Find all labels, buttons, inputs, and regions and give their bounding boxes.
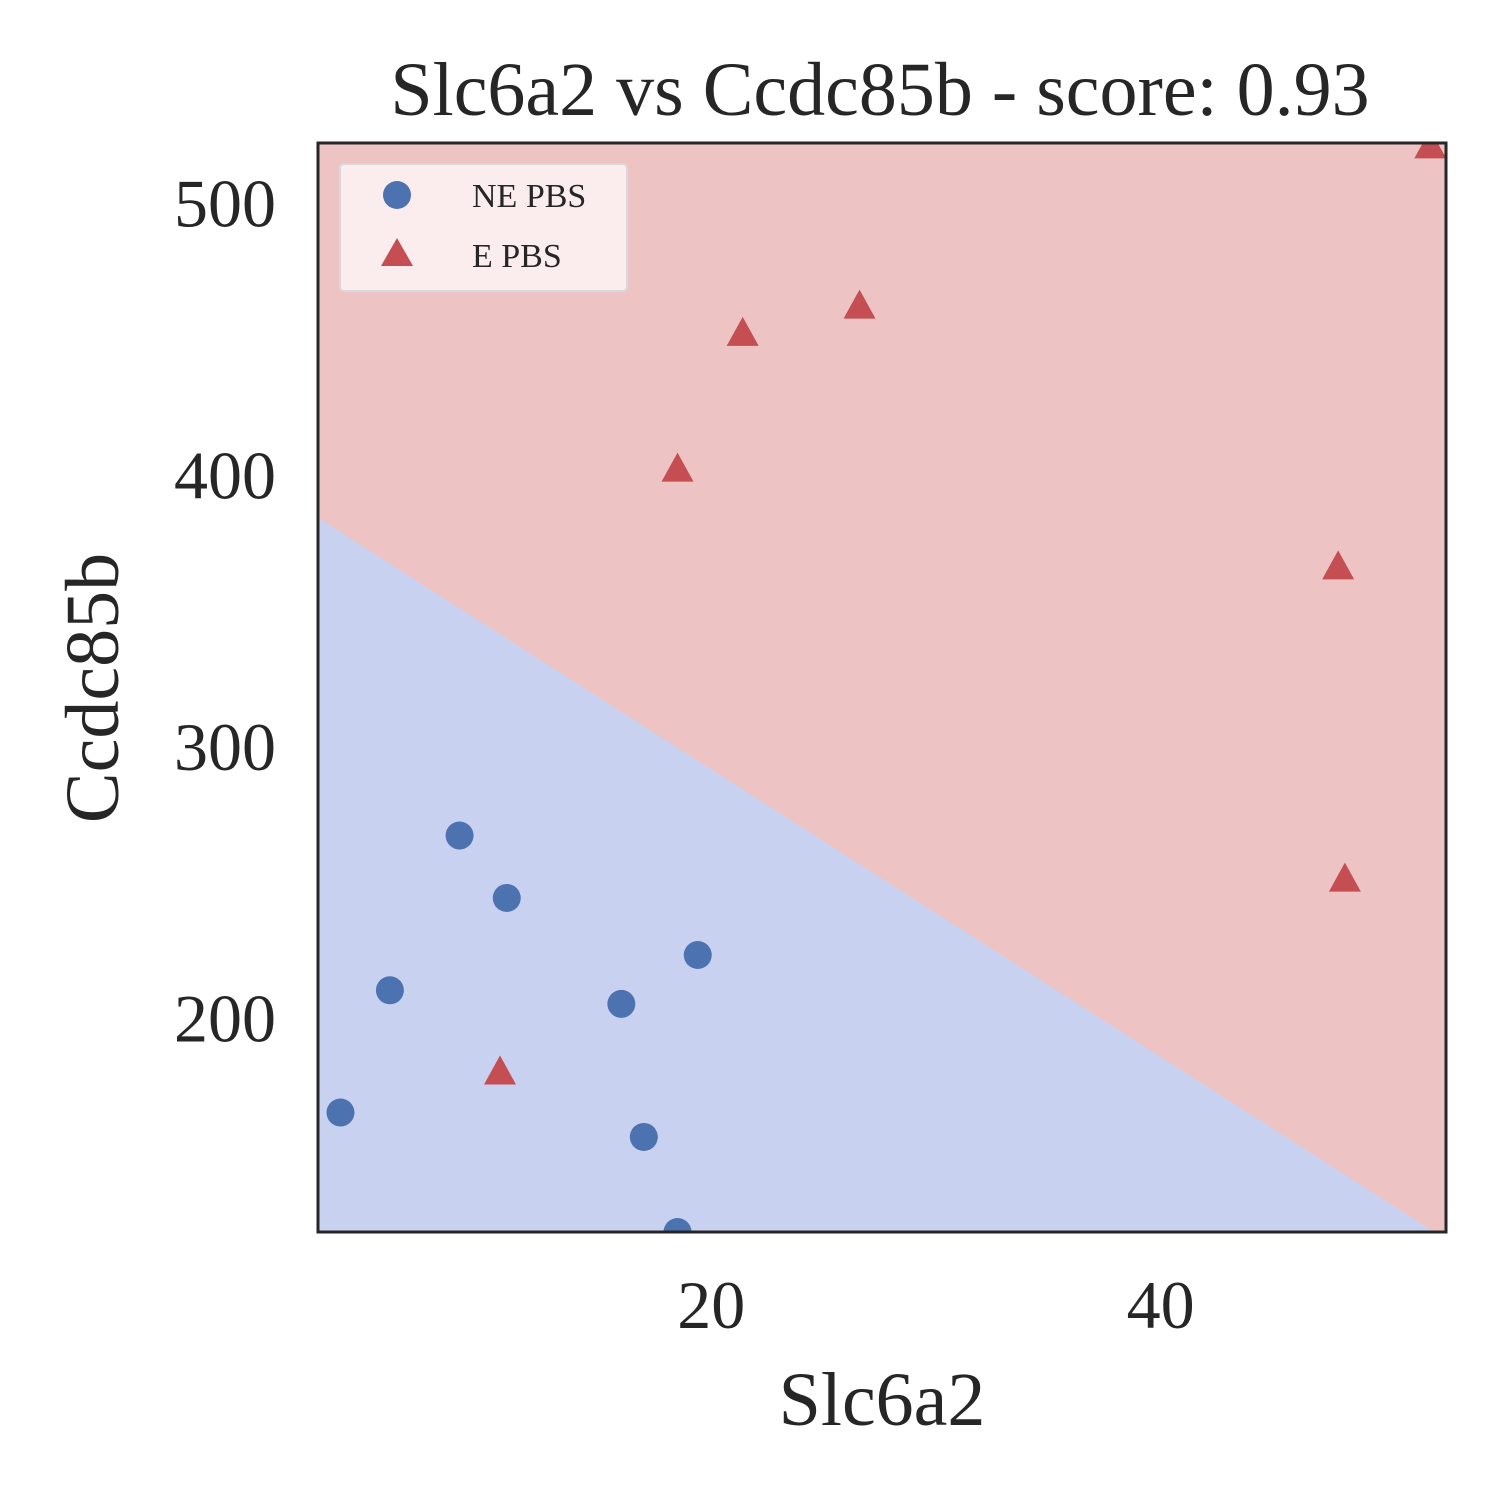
y-tick-label: 200 [174,980,276,1056]
data-point-e-pbs [1322,550,1355,580]
data-point-e-pbs [843,289,876,319]
region-ne-pbs [318,517,1435,1232]
x-axis-label: Slc6a2 [779,1358,986,1442]
data-point-e-pbs [726,316,759,346]
y-tick-label: 400 [174,437,276,513]
data-point-ne-pbs [445,821,474,850]
legend-marker-ne-pbs [383,181,411,209]
legend: NE PBS E PBS [339,163,628,292]
plot-area [316,141,1448,1234]
x-tick-label: 20 [677,1267,745,1343]
chart-title: Slc6a2 vs Ccdc85b - score: 0.93 [390,48,1369,132]
x-tick-label: 40 [1127,1267,1195,1343]
y-tick-label: 300 [174,709,276,785]
legend-label-ne-pbs: NE PBS [472,178,586,215]
data-point-ne-pbs [492,883,521,912]
data-point-e-pbs [484,1055,517,1085]
data-point-ne-pbs [629,1122,658,1151]
data-point-ne-pbs [683,940,712,969]
y-tick-label: 500 [174,166,276,242]
data-point-ne-pbs [375,976,404,1005]
data-point-ne-pbs [326,1098,355,1127]
legend-label-e-pbs: E PBS [472,238,562,275]
data-point-e-pbs [1328,862,1361,892]
data-point-ne-pbs [607,989,636,1018]
data-point-e-pbs [661,452,694,482]
data-point-ne-pbs [663,1218,692,1232]
legend-marker-e-pbs [381,238,413,266]
legend-frame [339,163,628,292]
y-axis-label: Ccdc85b [51,553,135,823]
data-point-e-pbs [1414,143,1446,159]
plot-frame [316,141,1448,1234]
